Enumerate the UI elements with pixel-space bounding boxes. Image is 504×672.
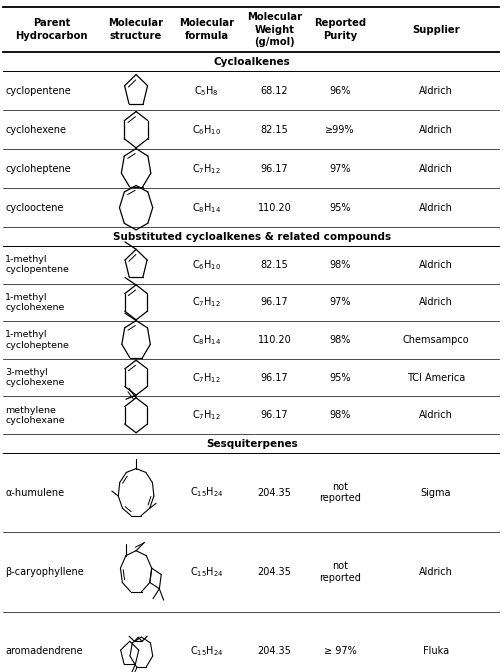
Text: 204.35: 204.35 [258,567,292,577]
Text: not
reported: not reported [319,561,361,583]
Text: 204.35: 204.35 [258,646,292,656]
Text: Sigma: Sigma [421,488,451,497]
Text: Aldrich: Aldrich [419,86,453,95]
Text: methylene
cyclohexane: methylene cyclohexane [5,406,65,425]
Text: 97%: 97% [330,164,351,173]
Text: C$_7$H$_{12}$: C$_7$H$_{12}$ [192,296,221,309]
Text: 68.12: 68.12 [261,86,288,95]
Text: Aldrich: Aldrich [419,567,453,577]
Text: Substituted cycloalkenes & related compounds: Substituted cycloalkenes & related compo… [113,232,391,241]
Text: C$_7$H$_{12}$: C$_7$H$_{12}$ [192,162,221,175]
Text: C$_7$H$_{12}$: C$_7$H$_{12}$ [192,409,221,422]
Text: 82.15: 82.15 [261,260,289,269]
Text: Parent
Hydrocarbon: Parent Hydrocarbon [16,18,88,41]
Text: C$_6$H$_{10}$: C$_6$H$_{10}$ [192,123,221,136]
Text: Aldrich: Aldrich [419,260,453,269]
Text: 96%: 96% [330,86,351,95]
Text: 98%: 98% [330,335,351,345]
Text: cycloheptene: cycloheptene [5,164,71,173]
Text: ≥99%: ≥99% [326,125,355,134]
Text: C$_{15}$H$_{24}$: C$_{15}$H$_{24}$ [190,486,223,499]
Text: C$_{15}$H$_{24}$: C$_{15}$H$_{24}$ [190,565,223,579]
Text: α-humulene: α-humulene [5,488,64,497]
Text: 98%: 98% [330,411,351,420]
Text: Cycloalkenes: Cycloalkenes [214,57,290,67]
Text: 3-methyl
cyclohexene: 3-methyl cyclohexene [5,368,65,387]
Text: ≥ 97%: ≥ 97% [324,646,356,656]
Text: aromadendrene: aromadendrene [5,646,83,656]
Text: cyclooctene: cyclooctene [5,203,64,212]
Text: Supplier: Supplier [412,25,460,34]
Text: 95%: 95% [330,203,351,212]
Text: β-caryophyllene: β-caryophyllene [5,567,84,577]
Text: C$_6$H$_{10}$: C$_6$H$_{10}$ [192,258,221,271]
Text: Aldrich: Aldrich [419,411,453,420]
Text: Aldrich: Aldrich [419,298,453,307]
Text: TCI America: TCI America [407,373,465,382]
Text: 96.17: 96.17 [261,373,288,382]
Text: Aldrich: Aldrich [419,164,453,173]
Text: 82.15: 82.15 [261,125,289,134]
Text: 96.17: 96.17 [261,164,288,173]
Text: 1-methyl
cyclohexene: 1-methyl cyclohexene [5,293,65,312]
Text: 110.20: 110.20 [258,335,291,345]
Text: Sesquiterpenes: Sesquiterpenes [206,439,298,448]
Text: 1-methyl
cyclopentene: 1-methyl cyclopentene [5,255,69,274]
Text: not
reported: not reported [319,482,361,503]
Text: 110.20: 110.20 [258,203,291,212]
Text: 97%: 97% [330,298,351,307]
Text: C$_8$H$_{14}$: C$_8$H$_{14}$ [192,333,221,347]
Text: Molecular
formula: Molecular formula [179,18,234,41]
Text: C$_7$H$_{12}$: C$_7$H$_{12}$ [192,371,221,384]
Text: Aldrich: Aldrich [419,203,453,212]
Text: 95%: 95% [330,373,351,382]
Text: Chemsampco: Chemsampco [403,335,469,345]
Text: Aldrich: Aldrich [419,125,453,134]
Text: 98%: 98% [330,260,351,269]
Text: C$_8$H$_{14}$: C$_8$H$_{14}$ [192,201,221,214]
Text: C$_5$H$_8$: C$_5$H$_8$ [194,84,219,97]
Text: 1-methyl
cycloheptene: 1-methyl cycloheptene [5,331,69,349]
Text: Reported
Purity: Reported Purity [314,18,366,41]
Text: Fluka: Fluka [423,646,449,656]
Text: Molecular
structure: Molecular structure [108,18,164,41]
Text: cyclopentene: cyclopentene [5,86,71,95]
Text: 96.17: 96.17 [261,298,288,307]
Text: cyclohexene: cyclohexene [5,125,66,134]
Text: 96.17: 96.17 [261,411,288,420]
Text: 204.35: 204.35 [258,488,292,497]
Text: C$_{15}$H$_{24}$: C$_{15}$H$_{24}$ [190,644,223,658]
Text: Molecular
Weight
(g/mol): Molecular Weight (g/mol) [247,12,302,47]
